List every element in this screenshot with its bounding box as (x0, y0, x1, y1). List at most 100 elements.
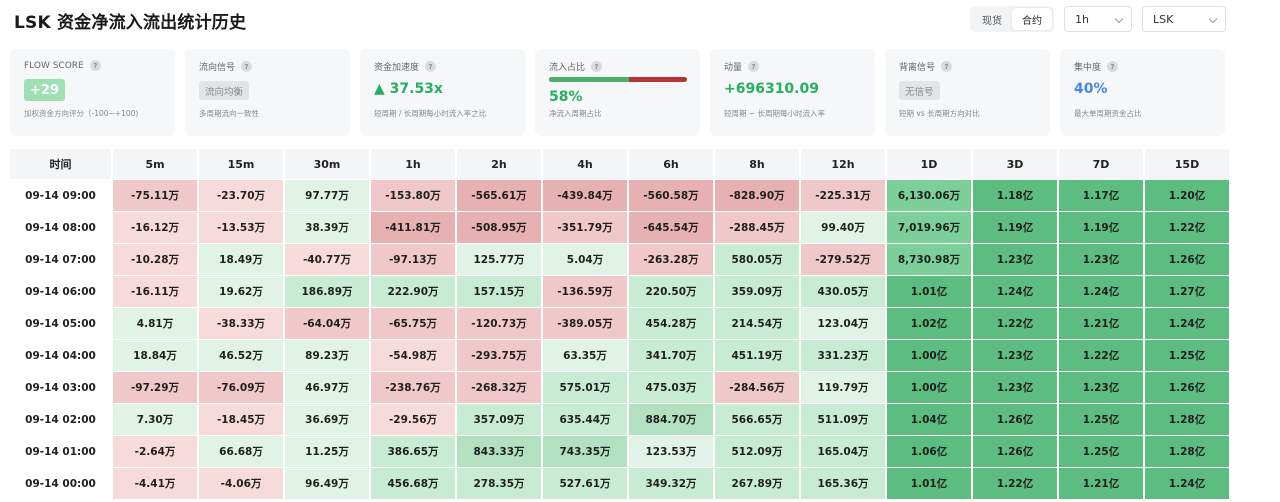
card-desc: 短周期 / 长周期每小时流入率之比 (374, 109, 487, 118)
flow-cell: 119.79万 (801, 372, 885, 403)
flow-cell: -29.56万 (371, 404, 455, 435)
flow-cell: 123.04万 (801, 308, 885, 339)
flow-cell: -2.64万 (113, 436, 197, 467)
flow-cell: 1.24亿 (973, 276, 1057, 307)
flow-cell: -120.73万 (457, 308, 541, 339)
flow-cell: 456.68万 (371, 468, 455, 499)
flow-cell: 1.04亿 (887, 404, 971, 435)
flow-cell: 1.01亿 (887, 468, 971, 499)
time-cell: 09-14 02:00 (10, 404, 111, 435)
flow-cell: 475.03万 (629, 372, 713, 403)
symbol-select[interactable]: LSK (1142, 6, 1226, 32)
card-desc: 多周期流向一致性 (199, 109, 259, 118)
flow-cell: 451.19万 (715, 340, 799, 371)
flow-cell: -153.80万 (371, 180, 455, 211)
time-cell: 09-14 04:00 (10, 340, 111, 371)
help-icon[interactable]: ? (1107, 61, 1119, 72)
flow-cell: 1.26亿 (973, 436, 1057, 467)
column-header-15D: 15D (1145, 149, 1229, 179)
flow-signal-value: 流向均衡 (199, 81, 250, 100)
flow-cell: -263.28万 (629, 244, 713, 275)
card-label: 资金加速度 (374, 63, 420, 73)
help-icon[interactable]: ? (941, 61, 953, 72)
flow-cell: 46.97万 (285, 372, 369, 403)
time-cell: 09-14 05:00 (10, 308, 111, 339)
flow-cell: 267.89万 (715, 468, 799, 499)
help-icon[interactable]: ? (591, 61, 603, 72)
flow-cell: 36.69万 (285, 404, 369, 435)
flow-cell: 1.23亿 (973, 340, 1057, 371)
flow-cell: 1.26亿 (1145, 244, 1229, 275)
flow-cell: 1.25亿 (1059, 436, 1143, 467)
flow-cell: 7,019.96万 (887, 212, 971, 243)
help-icon[interactable]: ? (748, 61, 760, 72)
column-header-15m: 15m (199, 149, 283, 179)
flow-cell: 635.44万 (543, 404, 627, 435)
column-header-30m: 30m (285, 149, 369, 179)
card-divergence: 背离信号? 无信号 短期 vs 长周期方向对比 (885, 49, 1050, 136)
flow-cell: -13.53万 (199, 212, 283, 243)
flow-cell: 843.33万 (457, 436, 541, 467)
acceleration-value: ▲ 37.53x (374, 81, 443, 97)
tab-spot[interactable]: 现货 (982, 15, 1002, 27)
flow-cell: 8,730.98万 (887, 244, 971, 275)
help-icon[interactable]: ? (241, 61, 253, 72)
flow-cell: -828.90万 (715, 180, 799, 211)
table-header-row: 时间 5m 15m 30m 1h 2h 4h 6h 8h 12h 1D 3D 7D 15D (10, 149, 1229, 179)
flow-cell: 1.00亿 (887, 372, 971, 403)
flow-cell: 1.22亿 (973, 468, 1057, 499)
flow-cell: 430.05万 (801, 276, 885, 307)
flow-cell: 1.24亿 (1145, 468, 1229, 499)
table-row: 09-14 00:00 -4.41万 -4.06万 96.49万 456.68万 278.… (10, 468, 1229, 499)
flow-cell: 1.00亿 (887, 340, 971, 371)
flow-cell: 386.65万 (371, 436, 455, 467)
flow-history-table: 时间 5m 15m 30m 1h 2h 4h 6h 8h 12h 1D 3D 7D 15D 09-14 0… (10, 148, 1229, 500)
flow-cell: 1.23亿 (1059, 244, 1143, 275)
flow-cell: 1.23亿 (1059, 372, 1143, 403)
flow-cell: 186.89万 (285, 276, 369, 307)
inflow-ratio-bar (549, 77, 687, 82)
chevron-down-icon (1208, 14, 1218, 24)
flow-cell: 1.27亿 (1145, 276, 1229, 307)
market-type-toggle: 现货 合约 (970, 6, 1054, 32)
flow-cell: 96.49万 (285, 468, 369, 499)
interval-select[interactable]: 1h (1064, 6, 1132, 32)
symbol-select-value: LSK (1153, 12, 1174, 26)
flow-cell: 1.22亿 (1059, 340, 1143, 371)
inflow-ratio-value: 58% (549, 89, 583, 105)
flow-cell: 18.49万 (199, 244, 283, 275)
card-flow-score: FLOW SCORE? +29 加权资金方向评分（-100~+100) (10, 49, 175, 136)
flow-cell: -293.75万 (457, 340, 541, 371)
inflow-ratio-fill (549, 77, 630, 82)
flow-cell: 125.77万 (457, 244, 541, 275)
help-icon[interactable]: ? (425, 61, 437, 72)
time-cell: 09-14 07:00 (10, 244, 111, 275)
card-momentum: 动量? +696310.09 短周期 − 长周期每小时流入率 (710, 49, 875, 136)
column-header-6h: 6h (629, 149, 713, 179)
flow-cell: 220.50万 (629, 276, 713, 307)
card-label: 流入占比 (549, 63, 586, 73)
flow-cell: 165.04万 (801, 436, 885, 467)
column-header-12h: 12h (801, 149, 885, 179)
flow-cell: 1.18亿 (973, 180, 1057, 211)
flow-cell: 1.25亿 (1059, 404, 1143, 435)
table-row: 09-14 09:00 -75.11万 -23.70万 97.77万 -153.80万 -… (10, 180, 1229, 211)
table-row: 09-14 08:00 -16.12万 -13.53万 38.39万 -411.81万 -… (10, 212, 1229, 243)
concentration-value: 40% (1074, 81, 1108, 97)
flow-cell: 157.15万 (457, 276, 541, 307)
card-desc: 净流入周期占比 (549, 109, 602, 118)
flow-cell: 97.77万 (285, 180, 369, 211)
card-flow-signal: 流向信号? 流向均衡 多周期流向一致性 (185, 49, 350, 136)
flow-cell: 63.35万 (543, 340, 627, 371)
flow-cell: 222.90万 (371, 276, 455, 307)
help-icon[interactable]: ? (89, 60, 101, 71)
flow-cell: -439.84万 (543, 180, 627, 211)
flow-cell: -23.70万 (199, 180, 283, 211)
tab-futures[interactable]: 合约 (1012, 8, 1052, 30)
flow-cell: -10.28万 (113, 244, 197, 275)
flow-cell: -389.05万 (543, 308, 627, 339)
card-label: 集中度 (1074, 63, 1102, 73)
flow-cell: -54.98万 (371, 340, 455, 371)
flow-cell: 1.02亿 (887, 308, 971, 339)
flow-cell: -16.12万 (113, 212, 197, 243)
